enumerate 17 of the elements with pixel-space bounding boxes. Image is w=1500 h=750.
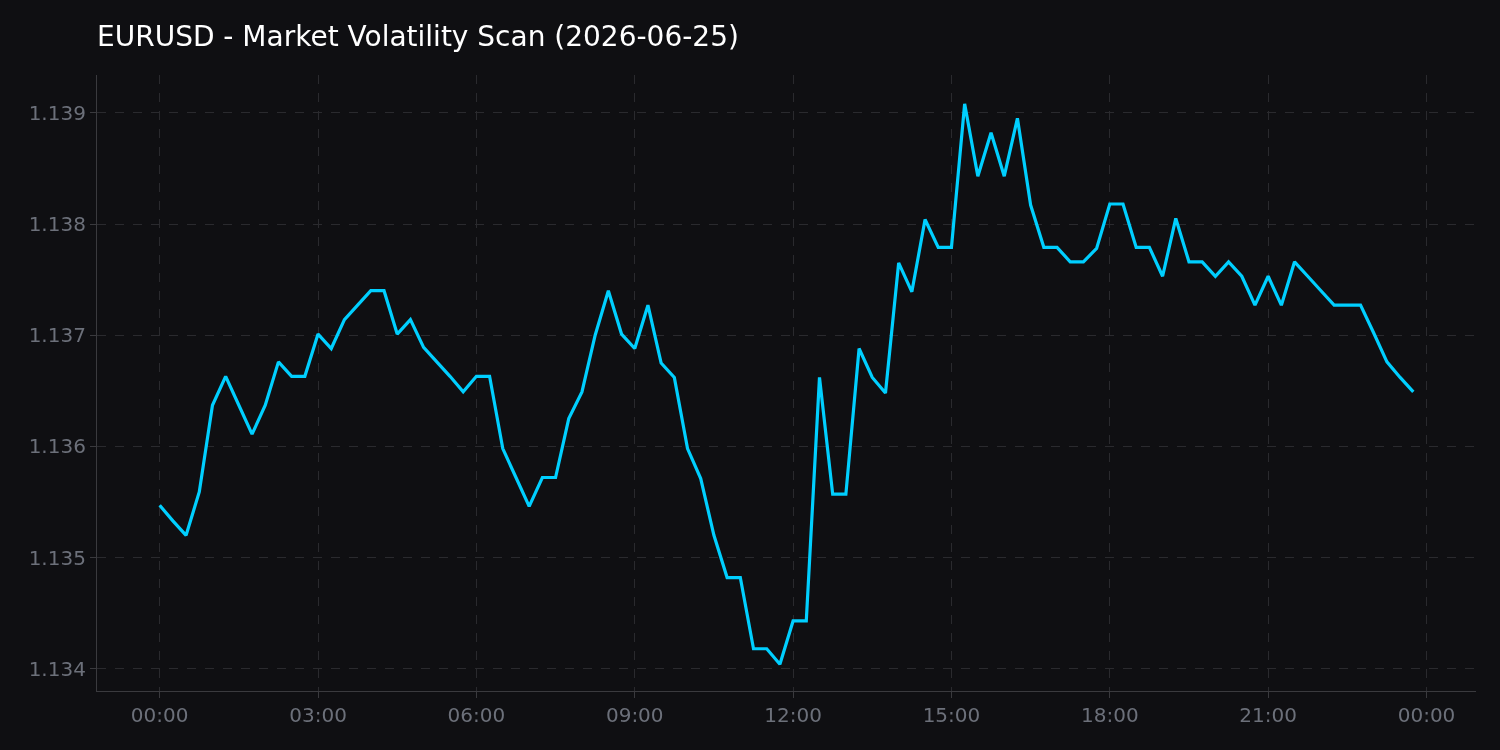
- x-tick-label: 09:00: [605, 703, 664, 728]
- y-tick-label: 1.137: [28, 323, 86, 348]
- line-series: [158, 102, 1415, 666]
- y-tick-label: 1.135: [28, 545, 86, 570]
- x-tick-label: 00:00: [1397, 703, 1456, 728]
- y-tick-label: 1.134: [28, 656, 86, 681]
- x-tick-label: 06:00: [447, 703, 506, 728]
- x-tick-label: 03:00: [289, 703, 347, 728]
- y-tick-label: 1.138: [28, 212, 86, 236]
- x-tick-label: 00:00: [130, 703, 189, 728]
- y-tick-label: 1.139: [28, 100, 86, 125]
- x-tick-label: 15:00: [922, 703, 981, 728]
- x-tick-label: 12:00: [764, 703, 822, 728]
- chart-title: EURUSD - Market Volatility Scan (2026-06-25): [97, 19, 739, 53]
- x-tick-label: 18:00: [1080, 703, 1139, 728]
- x-tick-label: 21:00: [1239, 703, 1297, 728]
- y-tick-label: 1.136: [28, 434, 86, 459]
